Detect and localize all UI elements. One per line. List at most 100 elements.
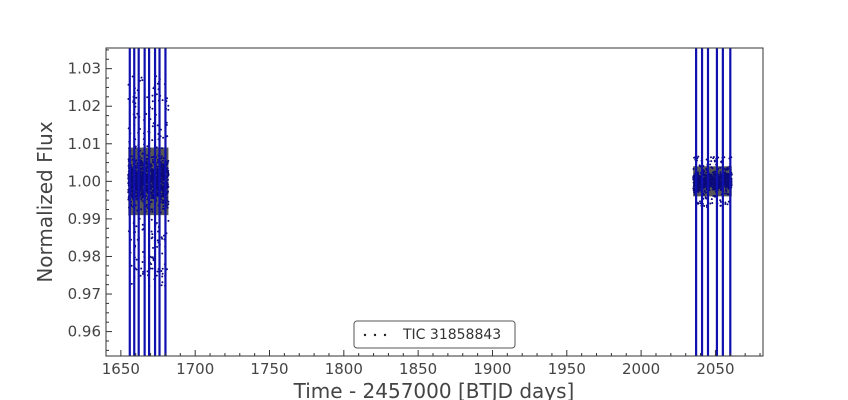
data-point	[141, 200, 144, 203]
data-point	[151, 195, 154, 198]
data-point	[152, 87, 155, 90]
data-point	[141, 186, 144, 189]
data-point	[140, 159, 143, 162]
data-point	[161, 275, 164, 278]
x-tick-label: 2050	[696, 360, 734, 378]
data-point	[719, 175, 722, 178]
data-point	[724, 186, 727, 189]
data-point	[141, 179, 144, 182]
data-point	[724, 192, 727, 195]
data-point	[135, 159, 138, 162]
data-point	[152, 257, 155, 260]
data-point	[141, 223, 144, 226]
data-point	[156, 82, 159, 85]
data-point	[703, 205, 706, 207]
data-point	[130, 155, 133, 158]
data-point	[135, 225, 138, 228]
data-point	[711, 175, 714, 178]
data-point	[130, 282, 133, 285]
data-point	[166, 184, 169, 187]
data-point	[150, 197, 153, 200]
data-point	[161, 267, 164, 270]
x-tick-label: 1800	[325, 360, 363, 378]
data-point	[150, 193, 153, 196]
data-point	[710, 156, 712, 159]
data-point	[161, 201, 164, 204]
data-point	[693, 180, 696, 183]
data-point	[697, 174, 700, 177]
data-point	[156, 171, 159, 174]
data-point	[139, 274, 142, 277]
data-point	[156, 161, 159, 164]
data-point	[141, 171, 144, 174]
data-point	[136, 182, 139, 185]
data-point	[167, 108, 170, 111]
data-point	[135, 187, 138, 190]
legend-marker	[363, 333, 367, 337]
data-point	[151, 125, 154, 128]
y-tick-label: 0.99	[68, 210, 101, 228]
data-point	[161, 207, 164, 210]
data-point	[703, 184, 706, 187]
data-point	[150, 156, 153, 159]
data-point	[151, 100, 154, 103]
data-point	[150, 188, 152, 191]
data-point	[162, 157, 165, 160]
data-point	[166, 161, 169, 164]
data-point	[156, 191, 159, 194]
data-point	[146, 96, 149, 99]
data-point	[697, 190, 700, 193]
data-point	[150, 186, 153, 189]
data-point	[151, 208, 154, 211]
data-point	[704, 196, 707, 199]
data-point	[161, 192, 164, 195]
data-point	[156, 165, 159, 168]
data-point	[151, 197, 154, 199]
data-point	[135, 258, 138, 261]
event-lines	[128, 48, 732, 356]
data-point	[141, 194, 144, 197]
data-point	[724, 176, 727, 179]
legend-box	[353, 320, 516, 349]
x-axis-label: Time - 2457000 [BTJD days]	[293, 379, 575, 400]
data-point	[167, 219, 170, 222]
plot-frame	[105, 47, 764, 357]
y-axis-label: Normalized Flux	[33, 121, 57, 283]
data-point	[142, 251, 144, 253]
data-point	[711, 171, 714, 174]
x-tick-label: 1850	[399, 360, 437, 378]
data-point	[152, 189, 155, 192]
data-point	[135, 268, 138, 271]
data-point	[135, 175, 138, 178]
data-point	[155, 146, 158, 149]
data-point	[712, 195, 715, 197]
data-point	[167, 169, 170, 172]
data-point	[719, 199, 722, 202]
data-point	[139, 189, 142, 191]
data-point	[141, 176, 144, 179]
data-point	[713, 170, 716, 173]
data-point	[150, 237, 153, 240]
data-point	[140, 208, 143, 211]
y-axis: 0.96 0.97 0.98 0.99 1.00 1.01 1.02 1.03	[68, 49, 112, 351]
data-point	[717, 175, 720, 178]
data-point	[160, 171, 163, 174]
data-point	[155, 93, 158, 96]
data-point	[692, 177, 695, 180]
data-point	[139, 175, 142, 178]
data-point	[726, 203, 729, 206]
data-point	[692, 181, 695, 184]
data-point	[152, 183, 155, 186]
data-point	[692, 187, 695, 190]
data-point	[711, 177, 714, 180]
data-point	[726, 166, 729, 169]
data-point	[146, 203, 149, 206]
data-point	[141, 173, 144, 176]
y-tick-label: 1.02	[68, 97, 101, 115]
data-point	[152, 179, 154, 182]
data-point	[698, 188, 701, 191]
data-point	[162, 200, 165, 203]
data-point	[705, 171, 708, 174]
data-point	[141, 79, 144, 82]
data-point	[131, 75, 134, 78]
